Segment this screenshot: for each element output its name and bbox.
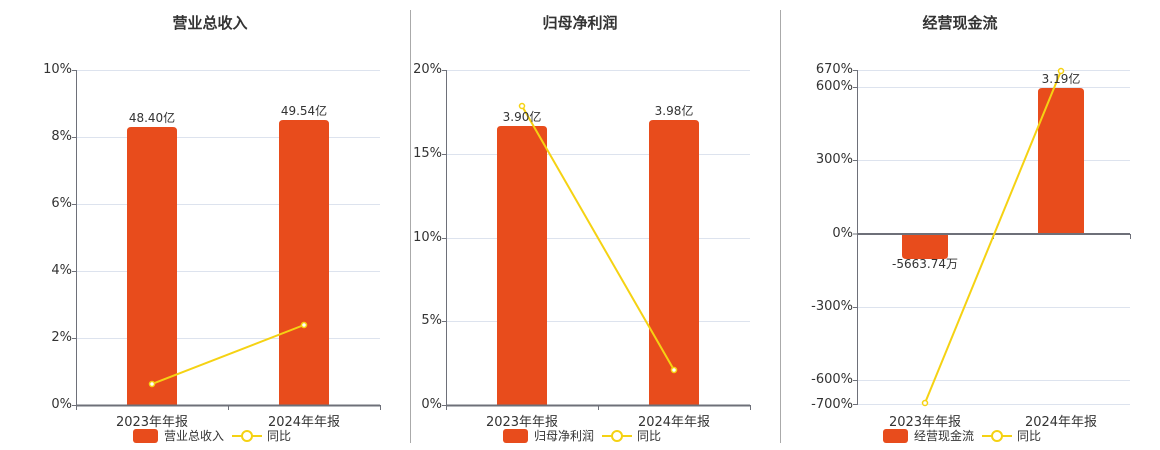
bar-value-label: 3.98亿 xyxy=(654,104,694,118)
legend-line-icon[interactable] xyxy=(602,429,633,443)
yoy-point xyxy=(670,366,678,374)
chart-panel-operating-cashflow: 经营现金流 670% 600% 300% 0% -300% -600% -700… xyxy=(781,0,1160,450)
chart-panel-revenue: 营业总收入 10% 8% 6% 4% 2% 0% 48.40亿 49.54亿 xyxy=(0,0,410,450)
legend-line-label[interactable]: 同比 xyxy=(1017,429,1042,443)
legend-bar-label[interactable]: 营业总收入 xyxy=(164,429,225,443)
chart-plot xyxy=(72,70,381,410)
y-axis-labels: 20% 15% 10% 5% 0% xyxy=(413,62,442,412)
yoy-point xyxy=(300,321,308,329)
chart-title: 归母净利润 xyxy=(542,14,618,32)
panel-divider xyxy=(410,10,411,443)
yoy-point xyxy=(1057,67,1065,75)
bar-2024 xyxy=(649,120,699,405)
legend: 归母净利润 同比 xyxy=(503,427,661,444)
y-axis-labels: 670% 600% 300% 0% -300% -600% -700% xyxy=(811,62,853,412)
x-axis-label: 2024年年报 xyxy=(637,415,711,430)
chart-title: 营业总收入 xyxy=(172,14,248,32)
bar-value-label: 3.90亿 xyxy=(502,110,542,124)
legend-line-label[interactable]: 同比 xyxy=(267,429,292,443)
x-axis-label: 2023年年报 xyxy=(485,415,559,430)
chart-plot xyxy=(442,70,751,410)
legend-line-label[interactable]: 同比 xyxy=(637,429,662,443)
bar-2024 xyxy=(1038,88,1084,234)
y-axis-labels: 10% 8% 6% 4% 2% 0% xyxy=(43,62,72,412)
yoy-point xyxy=(148,380,156,388)
x-axis-label: 2024年年报 xyxy=(1024,415,1098,430)
legend-line-icon[interactable] xyxy=(982,429,1013,443)
legend-bar-swatch[interactable] xyxy=(503,428,528,443)
legend-bar-label[interactable]: 归母净利润 xyxy=(534,429,595,443)
chart-plot xyxy=(853,67,1131,407)
bar-value-label: 3.19亿 xyxy=(1041,72,1081,86)
x-axis-label: 2024年年报 xyxy=(267,415,341,430)
legend-bar-label[interactable]: 经营现金流 xyxy=(914,429,975,443)
yoy-point xyxy=(518,102,526,110)
legend-bar-swatch[interactable] xyxy=(133,428,158,443)
legend-line-icon[interactable] xyxy=(232,429,263,443)
bar-2024 xyxy=(279,120,329,405)
yoy-point xyxy=(921,399,929,407)
bar-value-label: -5663.74万 xyxy=(892,257,958,271)
x-axis-label: 2023年年报 xyxy=(115,415,189,430)
legend-bar-swatch[interactable] xyxy=(883,428,908,443)
panel-divider xyxy=(780,10,781,443)
bar-value-label: 48.40亿 xyxy=(128,111,176,125)
x-axis-label: 2023年年报 xyxy=(888,415,962,430)
bar-2023 xyxy=(497,126,547,405)
bar-value-label: 49.54亿 xyxy=(280,104,328,118)
bar-2023 xyxy=(902,234,948,259)
bar-2023 xyxy=(127,127,177,405)
chart-title: 经营现金流 xyxy=(922,14,998,32)
chart-panel-net-profit: 归母净利润 20% 15% 10% 5% 0% 3.90亿 3.98亿 2023… xyxy=(411,0,781,450)
legend: 经营现金流 同比 xyxy=(883,427,1041,444)
legend: 营业总收入 同比 xyxy=(133,427,291,444)
